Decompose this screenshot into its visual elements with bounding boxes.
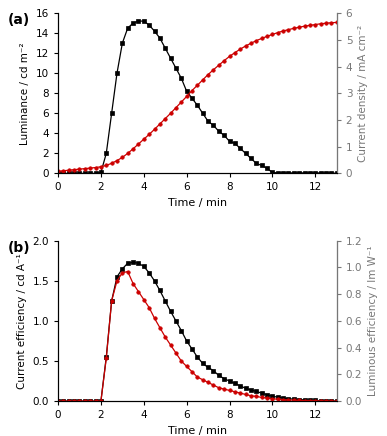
Y-axis label: Current density / mA cm⁻²: Current density / mA cm⁻² xyxy=(358,25,368,162)
X-axis label: Time / min: Time / min xyxy=(168,426,227,436)
X-axis label: Time / min: Time / min xyxy=(168,198,227,208)
Y-axis label: Current efficiency / cd A⁻¹: Current efficiency / cd A⁻¹ xyxy=(17,253,27,389)
Y-axis label: Luminous efficiency / lm W⁻¹: Luminous efficiency / lm W⁻¹ xyxy=(368,245,378,396)
Text: (b): (b) xyxy=(8,241,31,255)
Y-axis label: Luminance / cd m⁻²: Luminance / cd m⁻² xyxy=(20,42,30,144)
Text: (a): (a) xyxy=(8,13,30,27)
